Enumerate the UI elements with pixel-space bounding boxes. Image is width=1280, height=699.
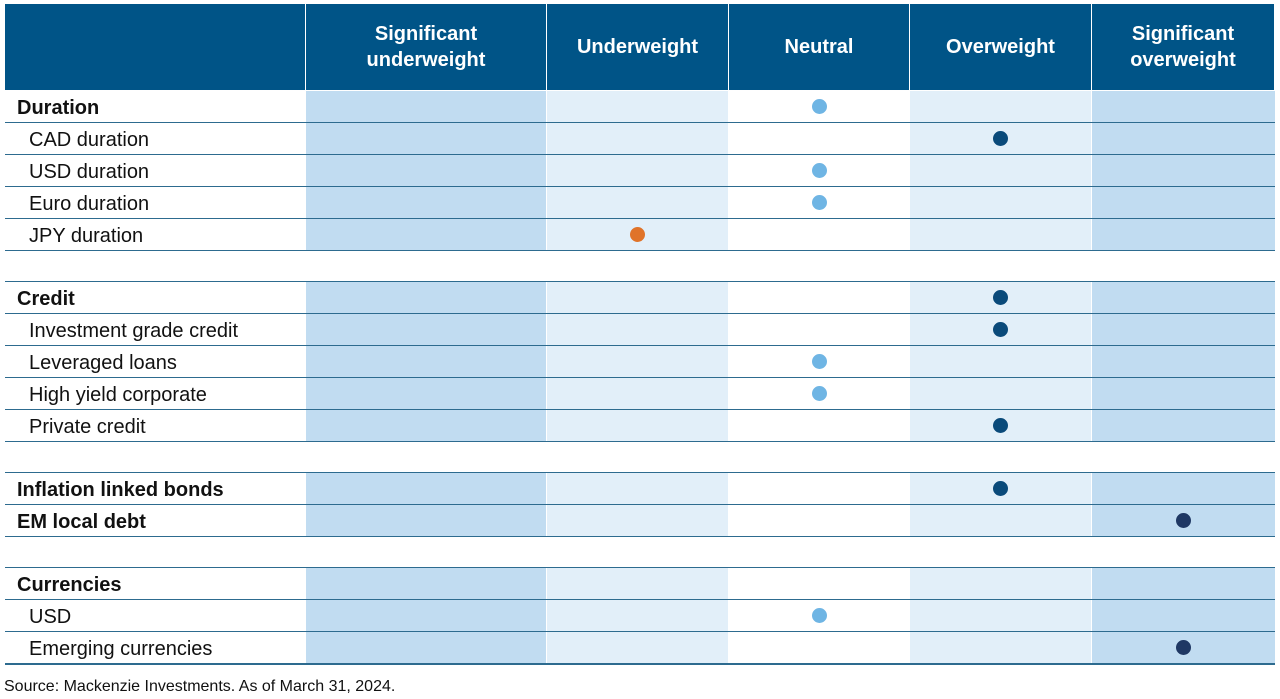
column-band [547,568,728,664]
category-label: Duration [17,97,100,119]
header-corner [5,4,305,90]
column-header: Significant underweight [306,4,546,90]
row-divider [5,377,1275,378]
column-band [306,568,546,664]
position-dot [811,195,827,210]
row-label: Leveraged loans [29,352,177,374]
column-band [547,91,728,251]
category-label: Currencies [17,574,122,596]
column-band [729,473,909,537]
row-label: JPY duration [29,225,144,247]
row-divider [5,122,1275,123]
column-band [306,282,546,442]
column-header-label: Neutral [784,36,854,58]
column-header: Overweight [910,4,1091,90]
row-label: Emerging currencies [29,638,213,660]
column-header-label: Underweight [576,36,699,58]
row-divider [5,536,1275,537]
position-dot [993,418,1008,433]
column-header-label: Significant underweight [366,23,486,71]
source-note: Source: Mackenzie Investments. As of Mar… [4,678,396,695]
row-label: CAD duration [29,129,150,151]
table-bottom-border [5,663,1275,665]
row-divider [5,281,1275,282]
column-band [547,473,728,537]
column-band [306,473,546,537]
row-label: Euro duration [29,193,150,215]
row-divider [5,599,1275,600]
row-divider [5,186,1275,187]
column-band [910,568,1091,664]
position-dot [1175,513,1191,528]
column-header-label: Significant overweight [1130,23,1236,71]
row-divider [5,409,1275,410]
column-band [1092,282,1275,442]
column-header: Significant overweight [1092,4,1274,90]
column-band [1092,91,1275,251]
row-divider [5,250,1275,251]
column-band [910,282,1091,442]
row-label: High yield corporate [29,384,207,406]
column-header: Underweight [547,4,728,90]
row-divider [5,631,1275,632]
position-dot [811,163,827,178]
position-dot [630,227,645,242]
position-dot [993,131,1008,146]
position-dot [993,481,1008,496]
column-header-label: Overweight [946,36,1055,58]
position-dot [811,99,827,114]
row-divider [5,345,1275,346]
position-dot [993,322,1008,337]
row-divider [5,218,1275,219]
category-label: Credit [17,288,75,310]
column-band [306,91,546,251]
category-label: EM local debt [17,511,146,533]
row-divider [5,504,1275,505]
row-label: USD [29,606,72,628]
row-label: Private credit [29,416,146,438]
position-dot [993,290,1008,305]
row-divider [5,313,1275,314]
position-dot [1175,640,1191,655]
column-band [547,282,728,442]
row-divider [5,472,1275,473]
position-dot [811,354,827,369]
row-label: USD duration [29,161,150,183]
row-label: Investment grade credit [29,320,238,342]
position-dot [811,608,827,623]
column-header: Neutral [729,4,909,90]
position-dot [811,386,827,401]
row-divider [5,441,1275,442]
row-divider [5,567,1275,568]
row-divider [5,154,1275,155]
category-label: Inflation linked bonds [17,479,224,501]
column-band [910,91,1091,251]
